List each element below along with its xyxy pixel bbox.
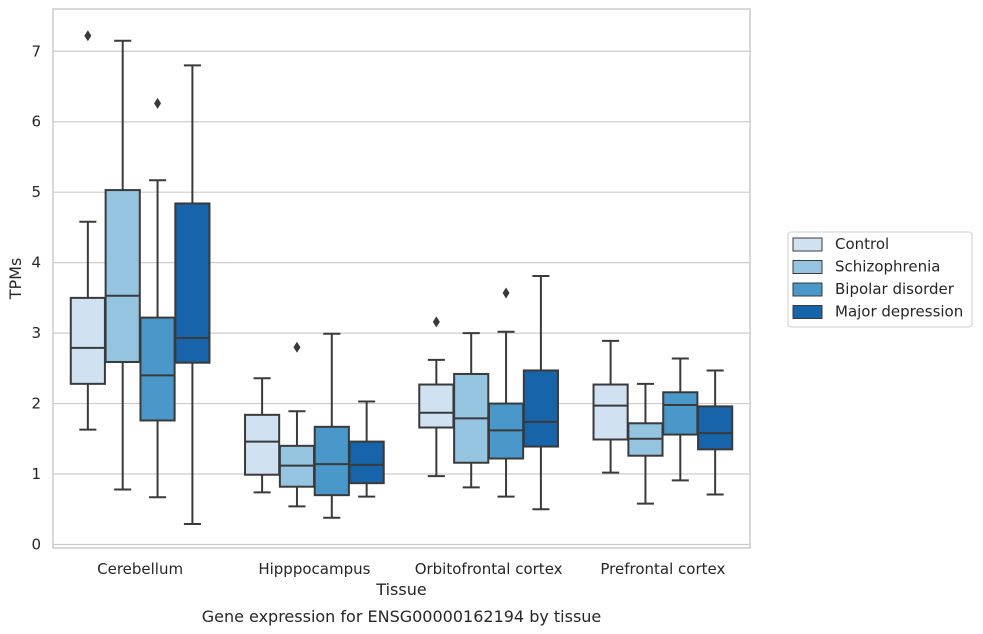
box-group bbox=[313, 332, 350, 519]
box-group bbox=[453, 332, 490, 489]
y-tick-label: 0 bbox=[31, 535, 41, 553]
outlier-point bbox=[84, 30, 92, 42]
box-group bbox=[418, 316, 455, 478]
plot-frame bbox=[52, 8, 751, 549]
box-group bbox=[592, 339, 629, 474]
box-group bbox=[627, 382, 664, 505]
outlier-point bbox=[293, 341, 301, 353]
box bbox=[69, 296, 106, 385]
x-axis-label: Tissue bbox=[375, 580, 426, 599]
box-group bbox=[174, 64, 211, 526]
box-group bbox=[104, 39, 141, 491]
box bbox=[244, 413, 281, 476]
y-tick-label: 7 bbox=[31, 42, 41, 60]
y-tick-label: 6 bbox=[31, 113, 41, 131]
legend-entry: Control bbox=[835, 235, 889, 253]
outlier-point bbox=[154, 97, 162, 109]
box bbox=[662, 391, 699, 436]
y-tick-label: 2 bbox=[31, 395, 41, 413]
x-tick-labels: Cerebellum Hipppocampus Orbitofrontal cort… bbox=[97, 560, 725, 578]
y-axis-label: TPMs bbox=[6, 258, 25, 301]
legend-entry: Major depression bbox=[835, 303, 963, 321]
box bbox=[697, 405, 734, 451]
legend-entry: Bipolar disorder bbox=[835, 280, 955, 298]
x-tick-label: Prefrontal cortex bbox=[600, 560, 725, 578]
box-group bbox=[662, 357, 699, 482]
box bbox=[174, 202, 211, 364]
y-tick-labels: 0 1 2 3 4 5 6 7 bbox=[31, 42, 41, 553]
box bbox=[313, 425, 350, 497]
outlier-point bbox=[432, 316, 440, 328]
box-group bbox=[487, 287, 525, 498]
box bbox=[592, 383, 629, 441]
box bbox=[418, 383, 455, 429]
y-tick-label: 1 bbox=[31, 465, 41, 483]
legend-swatch bbox=[792, 260, 823, 274]
legend-frame bbox=[787, 231, 973, 328]
x-tick-label: Hipppocampus bbox=[258, 560, 370, 578]
y-tick-label: 3 bbox=[31, 324, 41, 342]
box bbox=[348, 440, 385, 485]
box bbox=[139, 316, 176, 422]
legend-swatch bbox=[792, 237, 823, 252]
x-tick-label: Cerebellum bbox=[97, 560, 183, 578]
box-group bbox=[244, 377, 281, 494]
y-tick-label: 4 bbox=[31, 254, 41, 272]
box-group bbox=[69, 30, 106, 431]
box-group bbox=[697, 369, 734, 496]
box bbox=[522, 369, 559, 448]
y-tick-label: 5 bbox=[31, 183, 41, 201]
box bbox=[104, 189, 141, 363]
legend: Control Schizophrenia Bipolar disorder Majo… bbox=[787, 231, 973, 328]
box-group bbox=[139, 97, 176, 499]
legend-entry: Schizophrenia bbox=[835, 258, 940, 276]
legend-swatch bbox=[792, 282, 823, 297]
box-group bbox=[522, 275, 559, 511]
legend-swatch bbox=[792, 305, 823, 319]
box-group bbox=[348, 400, 385, 498]
boxes bbox=[69, 30, 734, 526]
x-tick-label: Orbitofrontal cortex bbox=[415, 560, 563, 578]
outlier-point bbox=[502, 287, 510, 299]
box-group bbox=[278, 341, 316, 508]
chart-caption: Gene expression for ENSG00000162194 by t… bbox=[202, 607, 602, 626]
